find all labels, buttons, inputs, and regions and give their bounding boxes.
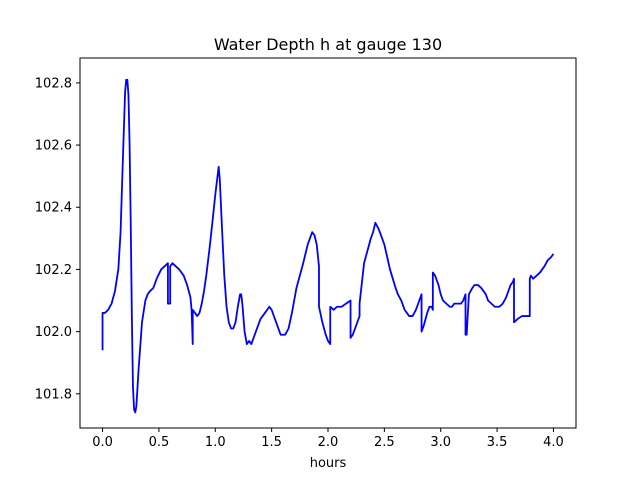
x-tick-label: 2.0 — [318, 435, 339, 450]
plot-area — [101, 78, 555, 414]
axes-frame — [79, 57, 577, 429]
x-tick-label: 2.5 — [374, 435, 395, 450]
y-tick-label: 102.8 — [35, 76, 72, 91]
x-tick-label: 4.0 — [543, 435, 564, 450]
x-axis-label: hours — [310, 456, 347, 471]
x-tick-label: 0.5 — [149, 435, 170, 450]
x-tick-label: 3.5 — [487, 435, 508, 450]
y-tick-label: 102.6 — [35, 139, 72, 154]
series-line-0 — [101, 78, 555, 414]
y-tick-label: 101.8 — [35, 387, 72, 402]
y-tick-label: 102.0 — [35, 325, 72, 340]
y-tick-label: 102.2 — [35, 263, 72, 278]
x-tick-label: 3.0 — [430, 435, 451, 450]
x-axis: 0.0 0.5 1.0 1.5 2.0 2.5 3.0 3.5 4.0 — [92, 428, 564, 450]
x-tick-label: 0.0 — [92, 435, 113, 450]
y-tick-label: 102.4 — [35, 201, 72, 216]
x-tick-label: 1.0 — [205, 435, 226, 450]
y-axis: 101.8 102.0 102.2 102.4 102.6 102.8 — [35, 76, 80, 402]
chart-title: Water Depth h at gauge 130 — [214, 35, 442, 54]
x-tick-label: 1.5 — [261, 435, 282, 450]
